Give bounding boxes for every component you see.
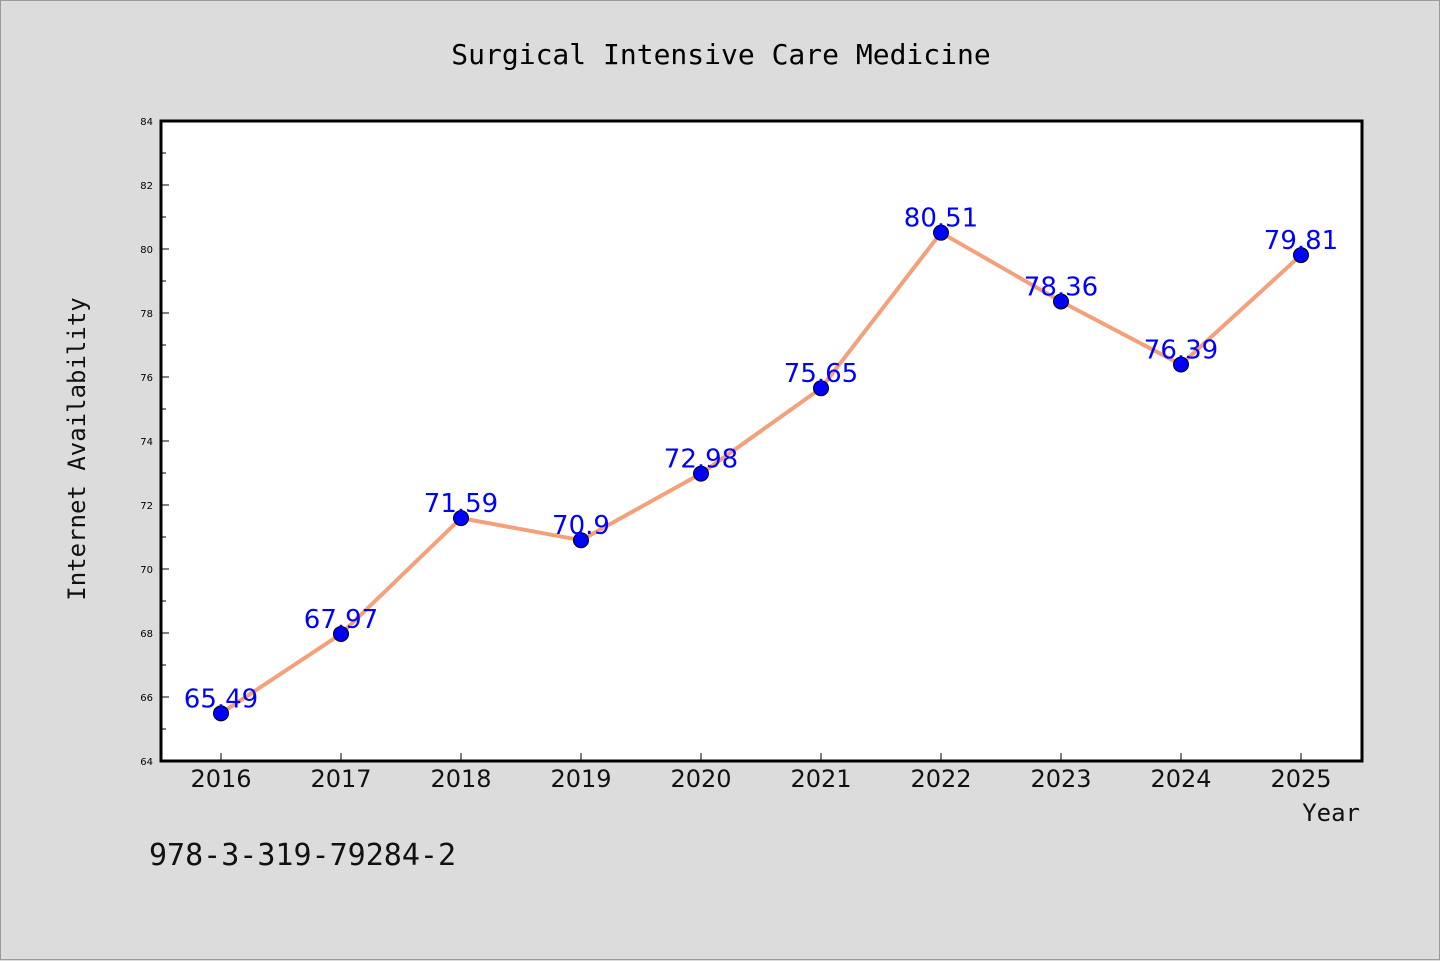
data-point	[333, 625, 349, 642]
data-label: 70.9	[552, 511, 610, 541]
x-tick-label: 2023	[1030, 765, 1091, 793]
data-label: 75.65	[784, 359, 858, 389]
y-tick-label: 66	[140, 693, 153, 704]
y-tick-label: 80	[140, 245, 153, 256]
data-labels: 65.49 67.97 71.59 70.9 72.98 75.65 80.51 78.36 7…	[184, 204, 1338, 715]
y-tick-label: 70	[140, 565, 153, 576]
x-tick-label: 2019	[550, 765, 611, 793]
y-tick-label: 64	[140, 757, 153, 768]
series-line	[219, 230, 1303, 715]
y-axis: 64 66 68 70 72 74 76 78 80 82 84	[140, 117, 169, 768]
data-point	[453, 510, 469, 527]
y-tick-label: 82	[140, 181, 153, 192]
data-label: 71.59	[424, 489, 498, 519]
data-label: 79.81	[1264, 226, 1338, 256]
data-label: 65.49	[184, 684, 258, 714]
y-tick-label: 74	[140, 437, 153, 448]
x-tick-label: 2018	[430, 765, 491, 793]
y-tick-label: 76	[140, 373, 153, 384]
isbn-label: 978-3-319-79284-2	[149, 838, 456, 873]
x-tick-label: 2021	[790, 765, 851, 793]
x-tick-label: 2016	[190, 765, 251, 793]
x-axis-title: Year	[1302, 799, 1360, 827]
data-label: 80.51	[904, 204, 978, 234]
data-label: 76.39	[1144, 336, 1218, 366]
y-tick-label: 68	[140, 629, 153, 640]
data-point	[693, 465, 709, 482]
plot-area	[159, 119, 1364, 763]
data-point	[813, 380, 829, 397]
x-tick-label: 2025	[1270, 765, 1331, 793]
y-tick-label: 84	[140, 117, 153, 128]
data-point	[1173, 356, 1189, 373]
y-tick-label: 78	[140, 309, 153, 320]
x-tick-label: 2024	[1150, 765, 1211, 793]
y-axis-title: Internet Availability	[63, 297, 91, 600]
data-point	[573, 532, 589, 549]
data-point	[213, 705, 229, 722]
x-axis: 2016 2017 2018 2019 2020 2021 2022 2023 2024 2025	[190, 753, 1332, 793]
data-label: 72.98	[664, 445, 738, 475]
x-tick-label: 2017	[310, 765, 371, 793]
chart-title: Surgical Intensive Care Medicine	[451, 38, 990, 71]
x-tick-label: 2022	[910, 765, 971, 793]
data-point	[933, 224, 949, 241]
data-point	[1053, 293, 1069, 310]
data-label: 78.36	[1024, 272, 1098, 302]
y-tick-label: 72	[140, 501, 153, 512]
x-tick-label: 2020	[670, 765, 731, 793]
series-layer	[213, 224, 1309, 722]
data-point	[1293, 247, 1309, 264]
data-label: 67.97	[304, 605, 378, 635]
